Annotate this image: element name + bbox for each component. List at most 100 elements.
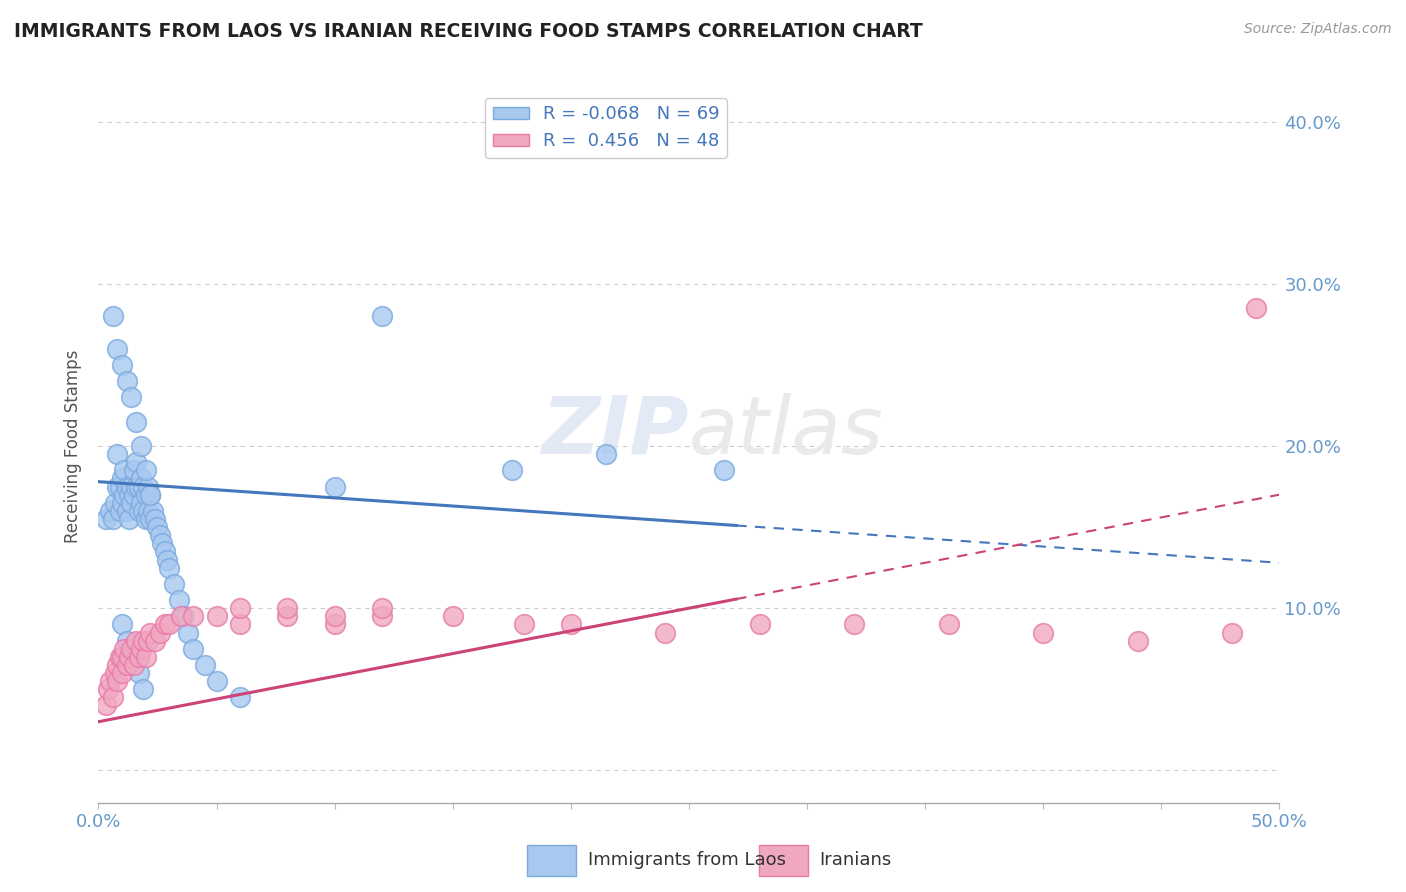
Point (177, 625, 200, 640)
Point (105, 447, 128, 461)
Point (122, 657, 145, 672)
Point (323, 609, 346, 624)
Point (194, 657, 217, 672)
Y-axis label: Receiving Food Stamps: Receiving Food Stamps (65, 350, 83, 542)
Point (136, 633, 159, 648)
Point (560, 617, 582, 632)
Point (118, 488, 141, 502)
Point (501, 463, 523, 477)
Point (1244, 301, 1267, 315)
Point (139, 488, 162, 502)
Point (108, 479, 131, 493)
Point (101, 512, 124, 526)
Point (276, 609, 298, 624)
Point (94, 512, 117, 526)
Text: IMMIGRANTS FROM LAOS VS IRANIAN RECEIVING FOOD STAMPS CORRELATION CHART: IMMIGRANTS FROM LAOS VS IRANIAN RECEIVIN… (14, 22, 922, 41)
Point (371, 310, 394, 324)
Point (97, 682, 120, 697)
Point (135, 488, 157, 502)
Point (115, 633, 138, 648)
Point (153, 544, 176, 558)
Point (105, 479, 128, 493)
Point (125, 455, 148, 469)
Point (129, 439, 152, 453)
Point (1220, 625, 1243, 640)
Point (111, 617, 134, 632)
Point (229, 690, 252, 705)
Point (128, 666, 150, 681)
Text: Iranians: Iranians (820, 851, 891, 870)
Point (157, 560, 180, 574)
Point (595, 447, 617, 461)
Point (115, 657, 138, 672)
Point (115, 504, 138, 518)
Point (129, 496, 152, 510)
Point (132, 682, 155, 697)
Point (150, 536, 173, 550)
Point (156, 552, 179, 566)
Point (149, 528, 172, 542)
Point (229, 617, 252, 632)
Point (112, 463, 135, 477)
Point (135, 512, 157, 526)
Point (441, 609, 464, 624)
Point (115, 374, 138, 388)
Point (111, 649, 134, 664)
Point (105, 342, 128, 356)
Point (111, 471, 134, 485)
Point (129, 471, 152, 485)
Bar (759, 845, 808, 876)
Point (118, 649, 141, 664)
Point (371, 609, 394, 624)
Point (1032, 625, 1054, 640)
Point (139, 512, 162, 526)
Point (94, 698, 117, 713)
Point (118, 512, 141, 526)
Point (139, 625, 162, 640)
Point (108, 504, 131, 518)
Point (104, 666, 127, 681)
Point (654, 625, 676, 640)
Point (112, 488, 135, 502)
Point (205, 674, 228, 689)
Point (122, 488, 145, 502)
Point (121, 641, 143, 656)
Point (181, 609, 204, 624)
Point (105, 674, 128, 689)
Point (136, 504, 159, 518)
Point (104, 496, 127, 510)
Text: Immigrants from Laos: Immigrants from Laos (588, 851, 786, 870)
Point (111, 666, 134, 681)
Point (748, 617, 770, 632)
Legend: R = -0.068   N = 69, R =  0.456   N = 48: R = -0.068 N = 69, R = 0.456 N = 48 (485, 98, 727, 158)
Text: atlas: atlas (689, 392, 884, 471)
Point (125, 415, 148, 429)
Point (105, 657, 128, 672)
Point (143, 512, 166, 526)
Point (125, 633, 148, 648)
Point (132, 479, 155, 493)
Point (132, 504, 155, 518)
Point (371, 601, 394, 615)
Point (128, 649, 150, 664)
Point (132, 633, 155, 648)
Point (128, 479, 150, 493)
Point (276, 601, 298, 615)
Point (112, 641, 135, 656)
Point (1126, 633, 1149, 648)
Point (143, 633, 166, 648)
Point (163, 577, 186, 591)
Point (512, 617, 534, 632)
Point (122, 463, 145, 477)
Point (172, 609, 194, 624)
Point (844, 617, 866, 632)
Point (101, 690, 124, 705)
Point (121, 390, 143, 404)
Point (121, 496, 143, 510)
Point (129, 641, 152, 656)
Point (98, 674, 121, 689)
Point (111, 358, 134, 372)
Point (938, 617, 960, 632)
Point (125, 479, 148, 493)
Text: ZIP: ZIP (541, 392, 689, 471)
